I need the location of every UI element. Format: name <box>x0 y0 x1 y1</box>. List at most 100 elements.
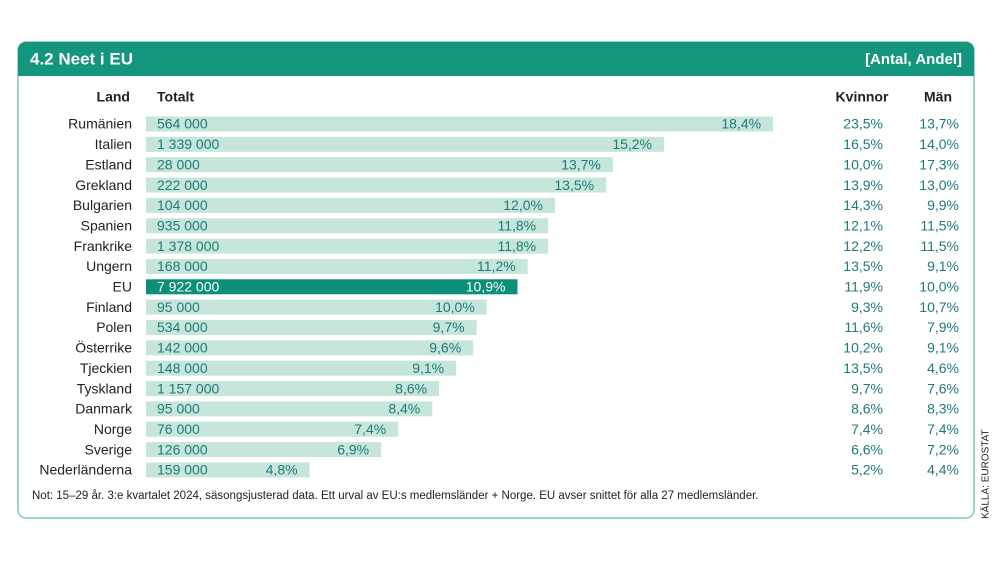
men-label: 9,1% <box>927 258 959 274</box>
men-label: 10,0% <box>919 279 959 295</box>
value-label: 9,1% <box>412 360 444 376</box>
total-label: 95 000 <box>157 401 200 417</box>
chart-title: 4.2 Neet i EU <box>30 49 133 68</box>
total-label: 142 000 <box>157 340 208 356</box>
category-label: Estland <box>85 156 132 172</box>
men-label: 4,6% <box>927 360 959 376</box>
women-label: 8,6% <box>851 401 883 417</box>
value-label: 13,5% <box>554 177 594 193</box>
value-label: 7,4% <box>354 421 386 437</box>
men-label: 10,7% <box>919 299 959 315</box>
value-label: 13,7% <box>561 156 601 172</box>
men-label: 13,7% <box>919 116 959 132</box>
value-label: 10,9% <box>466 279 506 295</box>
category-label: Tjeckien <box>80 360 132 376</box>
total-label: 148 000 <box>157 360 208 376</box>
men-label: 9,1% <box>927 340 959 356</box>
men-label: 13,0% <box>919 177 959 193</box>
women-label: 13,5% <box>843 360 883 376</box>
category-label: Sverige <box>85 441 133 457</box>
value-label: 8,4% <box>388 401 420 417</box>
value-label: 6,9% <box>337 441 369 457</box>
bar <box>146 340 474 356</box>
value-label: 8,6% <box>395 380 427 396</box>
men-label: 17,3% <box>919 156 959 172</box>
column-header: Män <box>924 89 952 105</box>
women-label: 10,2% <box>843 340 883 356</box>
category-label: Frankrike <box>74 238 133 254</box>
total-label: 1 339 000 <box>157 136 219 152</box>
value-label: 4,8% <box>266 462 298 478</box>
men-label: 14,0% <box>919 136 959 152</box>
value-label: 11,8% <box>497 217 536 233</box>
women-label: 11,9% <box>844 279 883 295</box>
women-label: 9,7% <box>851 380 883 396</box>
value-label: 15,2% <box>612 136 652 152</box>
chart-subtitle: [Antal, Andel] <box>865 51 962 68</box>
column-header: Land <box>97 89 130 105</box>
column-header: Kvinnor <box>836 89 889 105</box>
category-label: Polen <box>96 319 132 335</box>
women-label: 13,5% <box>843 258 883 274</box>
total-label: 564 000 <box>157 116 208 132</box>
total-label: 104 000 <box>157 197 208 213</box>
women-label: 23,5% <box>843 116 883 132</box>
category-label: Italien <box>95 136 132 152</box>
category-label: Danmark <box>75 401 133 417</box>
bar <box>146 442 382 458</box>
value-label: 9,6% <box>429 340 461 356</box>
bar <box>146 381 440 397</box>
total-label: 126 000 <box>157 441 208 457</box>
category-label: Grekland <box>75 177 132 193</box>
total-label: 76 000 <box>157 421 200 437</box>
total-label: 222 000 <box>157 177 208 193</box>
women-label: 7,4% <box>851 421 883 437</box>
bar <box>146 116 774 132</box>
women-label: 16,5% <box>843 136 883 152</box>
category-label: Norge <box>94 421 132 437</box>
bar <box>146 299 487 315</box>
total-label: 95 000 <box>157 299 200 315</box>
men-label: 7,9% <box>927 319 959 335</box>
total-label: 534 000 <box>157 319 208 335</box>
note: Not: 15–29 år. 3:e kvartalet 2024, säson… <box>32 490 758 502</box>
total-label: 159 000 <box>157 462 208 478</box>
men-label: 4,4% <box>927 462 959 478</box>
value-label: 18,4% <box>721 116 761 132</box>
men-label: 9,9% <box>927 197 959 213</box>
category-label: Finland <box>86 299 132 315</box>
value-label: 10,0% <box>435 299 475 315</box>
bar <box>146 136 665 152</box>
women-label: 9,3% <box>851 299 883 315</box>
value-label: 12,0% <box>503 197 543 213</box>
category-label: Österrike <box>75 339 132 356</box>
bar <box>146 360 457 376</box>
category-label: Spanien <box>81 217 132 233</box>
value-label: 11,8% <box>497 238 536 254</box>
category-label: EU <box>113 279 132 295</box>
category-label: Tyskland <box>77 380 132 396</box>
bar <box>146 157 613 173</box>
total-label: 7 922 000 <box>157 279 219 295</box>
men-label: 11,5% <box>920 217 959 233</box>
category-label: Nederländerna <box>39 462 132 478</box>
bar <box>146 218 549 234</box>
women-label: 10,0% <box>843 156 883 172</box>
bar <box>146 177 607 193</box>
women-label: 12,1% <box>843 217 883 233</box>
women-label: 14,3% <box>843 197 883 213</box>
total-label: 1 378 000 <box>157 238 219 254</box>
bar <box>146 238 549 254</box>
men-label: 7,6% <box>927 380 959 396</box>
women-label: 5,2% <box>851 462 883 478</box>
total-label: 28 000 <box>157 156 200 172</box>
women-label: 11,6% <box>844 319 883 335</box>
total-label: 1 157 000 <box>157 380 219 396</box>
header-band <box>18 42 974 76</box>
category-label: Ungern <box>86 258 132 274</box>
source: KÄLLA: EUROSTAT <box>980 429 992 519</box>
bar <box>146 462 310 478</box>
bar <box>146 197 555 213</box>
category-label: Bulgarien <box>73 197 132 213</box>
